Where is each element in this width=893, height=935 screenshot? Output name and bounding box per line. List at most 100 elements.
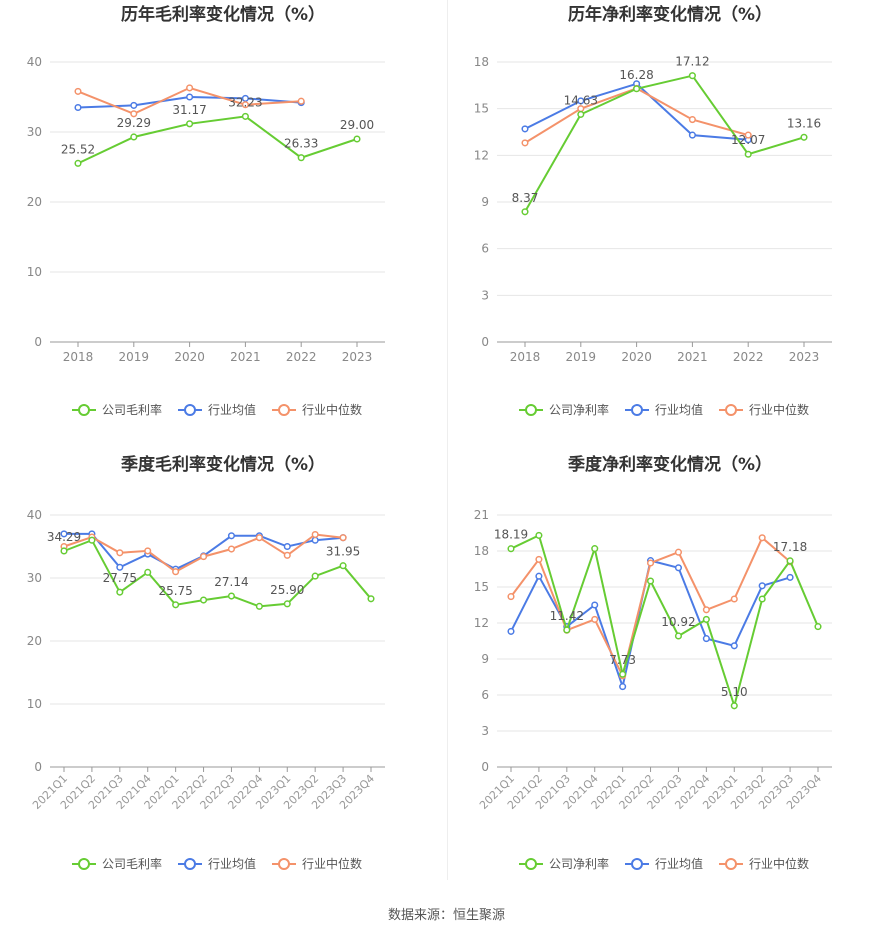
legend-marker — [184, 404, 196, 416]
data-point — [786, 557, 794, 565]
data-point — [521, 139, 529, 147]
y-tick-label: 3 — [481, 288, 489, 302]
data-point — [74, 87, 82, 95]
data-point — [674, 548, 683, 556]
data-point — [353, 135, 361, 143]
quarterly-gross-margin-chart: 季度毛利率变化情况（%）0102030402021Q12021Q22021Q32… — [27, 454, 385, 871]
x-tick-label: 2021 — [677, 350, 708, 364]
data-point — [744, 150, 752, 158]
data-label: 34.29 — [47, 530, 81, 544]
data-point — [172, 601, 180, 609]
legend-marker — [631, 404, 643, 416]
panel-divider — [447, 0, 448, 880]
data-point — [633, 85, 641, 93]
data-point — [619, 670, 627, 678]
data-point — [339, 562, 347, 570]
chart-title: 历年毛利率变化情况（%） — [121, 4, 325, 25]
data-point — [521, 208, 529, 216]
data-point — [116, 588, 124, 596]
x-tick-label: 2022 — [286, 350, 317, 364]
legend-label: 公司毛利率 — [102, 856, 162, 871]
legend-label: 行业均值 — [655, 402, 703, 417]
data-label: 8.37 — [512, 191, 539, 205]
data-point — [60, 547, 68, 555]
series-line — [77, 115, 358, 165]
data-point — [646, 559, 655, 567]
x-tick-label: 2019 — [119, 350, 150, 364]
y-tick-label: 21 — [474, 508, 489, 522]
data-label: 29.00 — [340, 118, 374, 132]
legend-marker — [278, 858, 290, 870]
x-tick-label: 2018 — [510, 350, 541, 364]
series-line — [63, 538, 372, 608]
data-point — [702, 606, 710, 614]
chart-title: 季度净利率变化情况（%） — [568, 454, 772, 475]
y-tick-label: 15 — [474, 580, 489, 594]
x-tick-label: 2020 — [174, 350, 205, 364]
data-point — [577, 110, 585, 118]
data-point — [619, 683, 627, 691]
data-point — [758, 534, 766, 542]
x-tick-label: 2021 — [230, 350, 261, 364]
legend-marker — [278, 404, 290, 416]
data-label: 27.14 — [214, 575, 248, 589]
quarterly-net-margin-panel: 季度净利率变化情况（%） 0 3 6 9 12 15 18 21 2021Q1 2021Q2 2021… — [447, 450, 893, 890]
series-line — [524, 74, 805, 213]
data-point — [577, 97, 585, 105]
legend-label: 公司净利率 — [549, 856, 609, 871]
y-tick-label: 6 — [481, 688, 489, 702]
legend-marker — [725, 404, 737, 416]
data-point — [311, 572, 319, 580]
legend-marker — [525, 404, 537, 416]
data-point — [74, 159, 82, 167]
x-tick-label: 2022 — [733, 350, 764, 364]
data-point — [688, 116, 696, 124]
data-point — [186, 120, 194, 128]
data-label: 12.07 — [731, 133, 765, 147]
data-point — [130, 110, 138, 118]
legend-label: 行业均值 — [208, 856, 256, 871]
data-point — [311, 536, 319, 544]
y-tick-label: 12 — [474, 616, 489, 630]
y-tick-label: 30 — [27, 125, 42, 139]
data-label: 14.63 — [564, 93, 598, 107]
data-label: 18.19 — [494, 528, 528, 542]
legend-marker — [525, 858, 537, 870]
data-point — [144, 568, 152, 576]
data-point — [130, 101, 138, 109]
series-line — [64, 532, 344, 571]
data-point — [535, 531, 543, 539]
data-label: 31.17 — [172, 103, 206, 117]
annual-gross-margin-chart: 历年毛利率变化情况（%） 0 10 20 30 40 2018 2019 2020 2021 202… — [27, 4, 385, 417]
data-label: 25.90 — [270, 583, 304, 597]
legend-label: 行业中位数 — [302, 856, 362, 871]
data-point — [367, 595, 375, 603]
data-point — [688, 131, 696, 139]
data-point — [507, 593, 515, 601]
y-tick-label: 9 — [481, 652, 489, 666]
y-tick-label: 18 — [474, 55, 489, 69]
data-point — [297, 97, 305, 105]
data-point — [227, 532, 236, 540]
y-tick-label: 0 — [481, 335, 489, 349]
legend-marker — [78, 404, 90, 416]
data-point — [563, 626, 571, 634]
data-point — [702, 615, 710, 623]
data-label: 32.23 — [228, 95, 262, 109]
data-point — [591, 545, 599, 553]
data-point — [730, 702, 738, 710]
data-source-footer: 数据来源：恒生聚源 — [387, 908, 505, 923]
y-tick-label: 18 — [474, 544, 489, 558]
data-point — [591, 615, 599, 623]
chart-title: 季度毛利率变化情况（%） — [121, 454, 325, 475]
y-tick-label: 40 — [27, 55, 42, 69]
y-tick-label: 40 — [27, 508, 42, 522]
y-tick-label: 10 — [27, 265, 42, 279]
y-tick-label: 0 — [481, 760, 489, 774]
data-point — [186, 84, 194, 92]
annual-gross-margin-panel: 历年毛利率变化情况（%） 0 10 20 30 40 2018 2019 2020 2021 202… — [0, 0, 446, 440]
data-point — [786, 573, 794, 581]
data-point — [311, 530, 319, 539]
data-point — [116, 563, 124, 571]
data-point — [116, 549, 124, 557]
